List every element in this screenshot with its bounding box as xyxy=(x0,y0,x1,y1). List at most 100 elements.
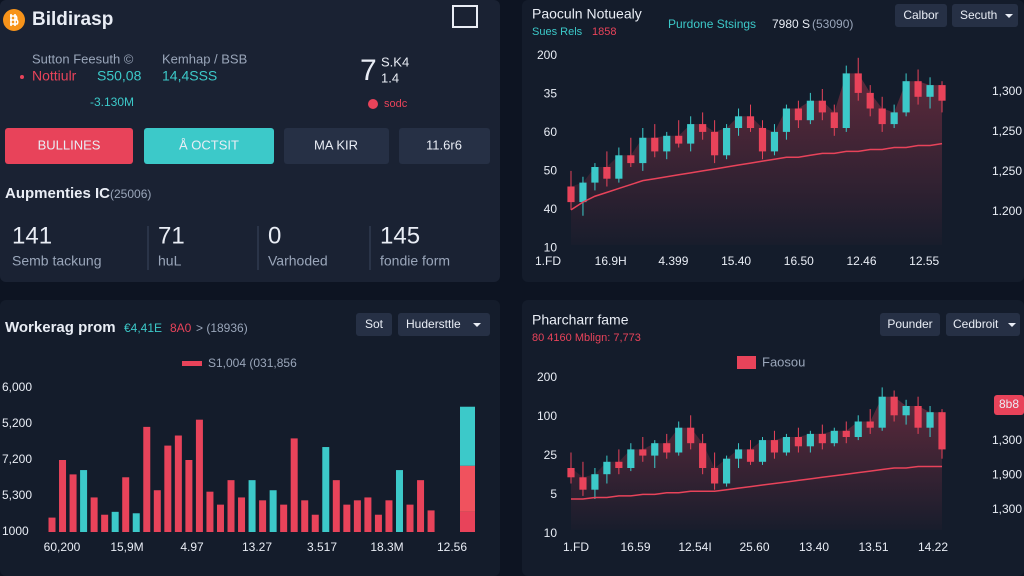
panel xyxy=(0,300,500,576)
candle-body xyxy=(687,124,695,144)
bar xyxy=(385,500,393,532)
bar xyxy=(132,513,140,532)
button[interactable] xyxy=(5,128,133,164)
dropdown[interactable] xyxy=(952,4,1018,27)
y-tick-label: 1,900 xyxy=(992,468,1022,482)
y-tick-label: 1,300 xyxy=(992,502,1022,516)
stacked-bar xyxy=(460,511,475,532)
button-label[interactable]: MA KIR xyxy=(314,137,358,152)
button[interactable] xyxy=(356,313,392,336)
bar xyxy=(195,419,203,532)
stat-label: Varhoded xyxy=(268,253,328,269)
candle-body xyxy=(926,85,934,97)
bar xyxy=(280,504,288,532)
y-tick-label: 40 xyxy=(544,202,558,216)
average-line xyxy=(570,142,943,211)
big-sub: 1.4 xyxy=(381,70,399,85)
y-tick-label: 10 xyxy=(544,526,558,540)
brand: Bildirasp xyxy=(32,9,113,30)
candle-body xyxy=(603,461,611,475)
bar xyxy=(259,500,267,532)
candle-body xyxy=(758,440,767,462)
sub: > (18936) xyxy=(196,321,248,335)
bar xyxy=(80,470,88,532)
stat-label: fondie form xyxy=(380,253,450,269)
candle-body xyxy=(651,137,659,152)
candle-body xyxy=(687,427,695,444)
x-tick-label: 1.FD xyxy=(563,540,589,554)
button[interactable] xyxy=(880,313,940,336)
button-label[interactable]: Calbor xyxy=(903,8,938,22)
section-note: (25006) xyxy=(110,187,151,201)
candle-body xyxy=(615,155,623,179)
y-tick-label: 1,250 xyxy=(992,164,1022,178)
status: Nottiulr xyxy=(32,68,77,84)
legend-swatch xyxy=(737,356,756,369)
candle-body xyxy=(639,449,647,456)
x-tick-label: 12.54I xyxy=(678,540,711,554)
candle-body xyxy=(866,92,874,109)
bar xyxy=(59,460,67,532)
x-tick-label: 13.27 xyxy=(242,540,272,554)
candle-body xyxy=(567,468,575,478)
candle-body xyxy=(782,108,791,132)
button[interactable] xyxy=(895,4,947,27)
x-tick-label: 25.60 xyxy=(739,540,769,554)
candle-body xyxy=(722,458,731,484)
candle-body xyxy=(615,461,623,468)
dropdown-arrow xyxy=(473,323,481,327)
y-tick-label: 1,300 xyxy=(992,84,1022,98)
candle-body xyxy=(794,108,802,121)
candle-body xyxy=(890,396,898,416)
big-sub: S.K4 xyxy=(381,54,409,69)
pair-label: Purdone Stsings xyxy=(668,17,756,31)
y-tick-label: 7,200 xyxy=(2,452,32,466)
candle-body xyxy=(806,100,814,121)
bar xyxy=(174,435,182,532)
button[interactable] xyxy=(144,128,274,164)
button-label[interactable]: Sot xyxy=(365,317,384,331)
candle-body xyxy=(770,440,779,453)
button-label[interactable]: Pounder xyxy=(887,317,932,331)
x-tick-label: 12.46 xyxy=(846,254,876,268)
badge-label: 8b8 xyxy=(999,397,1019,411)
area-fill xyxy=(570,396,943,530)
button-label[interactable]: BULLINES xyxy=(38,137,101,152)
candle-body xyxy=(627,449,635,468)
bar xyxy=(185,460,193,532)
button-label[interactable]: 11.6r6 xyxy=(426,137,462,152)
y-tick-label: 1,300 xyxy=(992,433,1022,447)
change: -3.130M xyxy=(90,95,134,109)
bar xyxy=(206,491,214,532)
x-tick-label: 4.399 xyxy=(658,254,688,268)
candle-body xyxy=(866,421,874,428)
x-tick-label: 15,9M xyxy=(110,540,143,554)
dropdown[interactable] xyxy=(946,313,1020,336)
dropdown-label[interactable]: Cedbroit xyxy=(953,317,999,331)
candle-body xyxy=(854,421,862,437)
x-tick-label: 12.55 xyxy=(909,254,939,268)
dropdown[interactable] xyxy=(398,313,490,336)
pair-note: (53090) xyxy=(812,17,853,31)
bar xyxy=(48,517,56,532)
chart-title: Workerag prom xyxy=(5,319,116,336)
button[interactable] xyxy=(399,128,490,164)
bar xyxy=(353,500,361,532)
bar xyxy=(322,447,330,532)
button[interactable] xyxy=(284,128,389,164)
stat-label: huL xyxy=(158,253,182,269)
dropdown-label[interactable]: Hudersttle xyxy=(406,317,461,331)
window-icon[interactable] xyxy=(452,5,478,28)
section-title: Aupmenties IC xyxy=(5,185,110,202)
candle-body xyxy=(711,131,719,156)
candle-body xyxy=(842,430,850,437)
alert: sodc xyxy=(384,98,408,110)
dropdown-label[interactable]: Secuth xyxy=(960,8,997,22)
legend-label: Faosou xyxy=(762,354,805,369)
y-tick-label: 35 xyxy=(544,87,558,101)
button-label[interactable]: Å OCTSIT xyxy=(179,137,239,152)
x-tick-label: 4.97 xyxy=(180,540,204,554)
bar xyxy=(395,470,403,532)
candle-body xyxy=(579,477,587,490)
y-tick-label: 1,250 xyxy=(992,124,1022,138)
